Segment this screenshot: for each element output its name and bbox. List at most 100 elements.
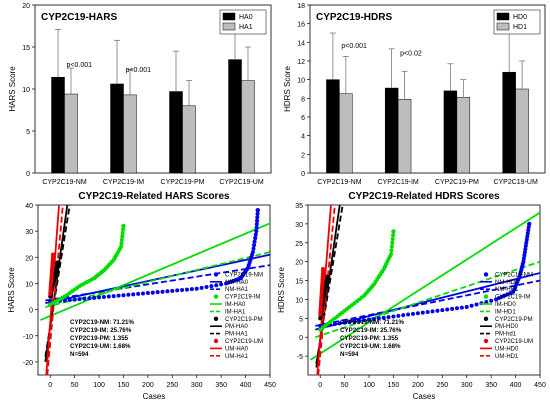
y-tick-label: 30 xyxy=(295,222,303,229)
x-tick-label: 100 xyxy=(93,382,105,389)
x-axis-label: Cases xyxy=(413,392,436,401)
legend-label-UM-HD1: UM-HD1 xyxy=(495,354,519,360)
legend-label-UM-HA0: UM-HA0 xyxy=(225,346,249,352)
point-CYP2C19-NM xyxy=(352,319,357,324)
y-axis-label: HDRS Score xyxy=(277,267,286,313)
point-CYP2C19-NM xyxy=(425,310,430,315)
point-CYP2C19-NM xyxy=(209,284,214,289)
fit-line-NM-HA1 xyxy=(45,264,270,302)
x-tick-label: 350 xyxy=(485,382,497,389)
y-tick-label: 10 xyxy=(297,78,305,85)
p-value-label: p<0.02 xyxy=(400,50,422,57)
point-CYP2C19-NM xyxy=(214,283,219,288)
legend-label-HA1: HA1 xyxy=(239,24,253,31)
bar-chart-0: CYP2C19-HARS 0 5 10 15 20 HARS Score CYP2C19-NM… xyxy=(8,3,272,186)
point-CYP2C19-NM xyxy=(252,243,257,248)
point-CYP2C19-NM xyxy=(367,317,372,322)
x-tick-label: 350 xyxy=(215,382,227,389)
point-CYP2C19-NM xyxy=(106,294,111,299)
point-CYP2C19-PM xyxy=(325,274,330,279)
point-CYP2C19-NM xyxy=(337,321,342,326)
point-CYP2C19-NM xyxy=(522,253,527,258)
point-CYP2C19-NM xyxy=(450,306,455,311)
legend-label-PM-hd1: PM-hd1 xyxy=(495,332,517,338)
point-CYP2C19-NM xyxy=(254,222,259,227)
percentage-annotation: CYP2C19-PM: 1.355 xyxy=(340,335,399,342)
point-CYP2C19-NM xyxy=(92,295,97,300)
point-CYP2C19-IM xyxy=(390,240,395,245)
point-CYP2C19-NM xyxy=(204,284,209,289)
x-tick-label: 400 xyxy=(240,382,252,389)
point-CYP2C19-NM xyxy=(527,221,532,227)
point-CYP2C19-NM xyxy=(72,297,77,302)
point-CYP2C19-NM xyxy=(332,322,337,326)
percentage-annotation: CYP2C19-NM: 71.21% xyxy=(70,319,134,326)
legend-label-PM-HD0: PM-HD0 xyxy=(495,324,519,330)
p-value-label: p<0.001 xyxy=(126,67,152,74)
point-CYP2C19-NM xyxy=(524,240,529,245)
x-tick-label: CYP2C19-UM xyxy=(493,179,538,186)
legend-swatch-HA1 xyxy=(222,22,236,31)
legend-label-PM-HA0: PM-HA0 xyxy=(225,324,248,330)
y-tick-label: 5 xyxy=(26,129,30,136)
point-CYP2C19-NM xyxy=(362,318,367,323)
fit-line-NM-HD0 xyxy=(315,272,540,331)
legend-label-UM-HA1: UM-HA1 xyxy=(225,354,249,360)
point-CYP2C19-NM xyxy=(175,288,180,293)
bar-HA1-3 xyxy=(241,80,255,174)
percentage-annotation: N=594 xyxy=(70,351,89,358)
legend-marker-CYP2C19-PM xyxy=(213,316,219,321)
fit-line-IM-HA0 xyxy=(40,222,270,321)
point-CYP2C19-UM xyxy=(320,267,326,272)
percentage-annotation: CYP2C19-UM: 1.68% xyxy=(340,343,401,350)
point-CYP2C19-NM xyxy=(82,296,87,301)
point-CYP2C19-NM xyxy=(250,250,255,255)
x-tick-label: 400 xyxy=(510,382,522,389)
point-CYP2C19-NM xyxy=(347,320,352,325)
point-CYP2C19-NM xyxy=(160,289,165,294)
point-CYP2C19-NM xyxy=(376,316,381,321)
y-tick-label: 20 xyxy=(295,260,303,267)
legend-marker-CYP2C19-PM xyxy=(483,316,489,321)
x-tick-label: CYP2C19-NM xyxy=(317,179,362,186)
legend-label-CYP2C19-NM: CYP2C19-NM xyxy=(495,272,533,278)
bar-HA1-0 xyxy=(64,93,78,174)
point-CYP2C19-NM xyxy=(521,259,526,264)
bar-chart-1: CYP2C19-HDRS 0 2 4 6 8 10 12 14 16 18 HDRS Score CYP… xyxy=(283,3,546,186)
y-tick-label: -20 xyxy=(23,360,33,367)
bar-HD0-2 xyxy=(443,90,458,174)
y-tick-label: -5 xyxy=(297,354,303,361)
point-CYP2C19-NM xyxy=(396,313,401,318)
x-tick-label: CYP2C19-PM xyxy=(161,179,205,186)
legend-label-IM-HA1: IM-HA1 xyxy=(225,309,246,315)
bar-HA1-2 xyxy=(182,105,196,174)
point-CYP2C19-IM xyxy=(389,252,394,257)
legend-label-NM-HD1: NM-HD1 xyxy=(495,287,519,293)
point-CYP2C19-NM xyxy=(406,312,411,317)
bar-HD1-3 xyxy=(515,88,529,174)
percentage-annotation: CYP2C19-IM: 25.76% xyxy=(70,327,132,334)
y-tick-label: 4 xyxy=(301,134,305,141)
point-CYP2C19-NM xyxy=(430,309,435,314)
legend-marker-CYP2C19-IM xyxy=(213,294,219,299)
plot-area xyxy=(309,205,540,375)
point-CYP2C19-IM xyxy=(119,237,124,242)
x-tick-label: 100 xyxy=(363,382,375,389)
point-CYP2C19-NM xyxy=(401,313,406,318)
point-CYP2C19-NM xyxy=(464,305,469,309)
point-CYP2C19-IM xyxy=(391,233,396,238)
y-tick-label: 18 xyxy=(297,3,305,10)
legend-label-IM-HD1: IM-HD1 xyxy=(495,309,516,315)
x-tick-label: 150 xyxy=(118,382,130,389)
point-CYP2C19-NM xyxy=(411,311,416,316)
legend-label-NM-HD0: NM-HD0 xyxy=(495,280,519,286)
y-tick-label: 8 xyxy=(301,96,305,103)
point-CYP2C19-NM xyxy=(523,247,528,252)
point-CYP2C19-IM xyxy=(391,229,396,234)
fit-line-IM-HD1 xyxy=(315,260,540,339)
point-CYP2C19-NM xyxy=(357,318,362,323)
y-tick-label: 15 xyxy=(22,45,30,52)
point-CYP2C19-NM xyxy=(141,291,146,296)
legend-swatch-HD0 xyxy=(496,12,510,21)
